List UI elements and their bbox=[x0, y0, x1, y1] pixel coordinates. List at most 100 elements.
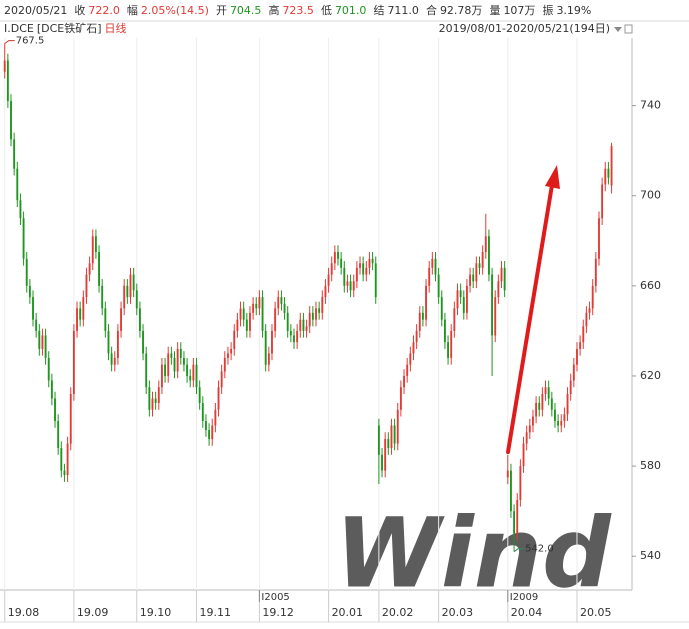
candle-body bbox=[418, 312, 421, 331]
candle-body bbox=[151, 398, 154, 410]
candle-body bbox=[76, 308, 78, 331]
candle-body bbox=[192, 364, 195, 381]
contract-label: I2009 bbox=[510, 592, 538, 603]
candle-body bbox=[10, 101, 12, 140]
candle-body bbox=[487, 236, 490, 275]
candle-body bbox=[63, 470, 66, 476]
candle-body bbox=[145, 353, 148, 388]
y-tick-label: 580 bbox=[640, 459, 661, 472]
candle-body bbox=[173, 357, 176, 372]
date-range: 2019/08/01-2020/05/21(194日) bbox=[439, 22, 610, 35]
extreme-label: 767.5 bbox=[16, 36, 45, 47]
candle-body bbox=[607, 168, 610, 178]
candle-body bbox=[513, 511, 516, 534]
quote-label: 开 bbox=[216, 4, 227, 17]
candle-body bbox=[296, 330, 299, 343]
candle-body bbox=[264, 330, 267, 365]
candle-body bbox=[566, 393, 569, 415]
x-tick-label: 19.08 bbox=[8, 606, 40, 619]
quote-label: 量 bbox=[489, 4, 500, 17]
candle-body bbox=[201, 402, 204, 422]
watermark: Wind bbox=[335, 497, 612, 609]
candle-body bbox=[233, 330, 236, 349]
candle-body bbox=[230, 348, 233, 354]
symbol-name: [DCE铁矿石] bbox=[37, 22, 102, 35]
quote-label: 合 bbox=[426, 3, 437, 17]
candle-body bbox=[189, 375, 192, 381]
candle-body bbox=[532, 416, 534, 426]
candle-body bbox=[544, 387, 547, 394]
quote-label: 结 bbox=[373, 4, 384, 17]
candle-body bbox=[415, 330, 418, 343]
candle-body bbox=[506, 470, 509, 478]
candle-body bbox=[286, 312, 289, 331]
candle-body bbox=[66, 443, 69, 476]
candle-body bbox=[393, 425, 396, 444]
candle-body bbox=[239, 308, 242, 320]
candle-body bbox=[591, 285, 594, 309]
x-tick-label: 19.12 bbox=[262, 606, 294, 619]
candle-body bbox=[377, 425, 380, 455]
candle-body bbox=[50, 380, 53, 399]
candle-body bbox=[267, 353, 270, 365]
candle-body bbox=[44, 335, 47, 358]
candle-body bbox=[120, 308, 122, 331]
x-tick-label: 20.05 bbox=[580, 606, 612, 619]
candle-body bbox=[475, 263, 478, 282]
candle-body bbox=[242, 308, 245, 320]
candle-body bbox=[472, 274, 475, 282]
candle-body bbox=[16, 168, 19, 201]
candle-body bbox=[88, 263, 91, 275]
candle-body bbox=[38, 330, 41, 349]
candle-body bbox=[431, 258, 434, 268]
extreme-label: 542.0 bbox=[525, 544, 554, 555]
symbol-line: I.DCE [DCE铁矿石] 日线 bbox=[4, 21, 127, 35]
candle-body bbox=[594, 258, 597, 286]
candle-body bbox=[123, 285, 126, 309]
y-tick-label: 540 bbox=[640, 549, 661, 562]
candle-body bbox=[450, 330, 453, 358]
candle-body bbox=[390, 425, 393, 449]
candle-body bbox=[374, 263, 377, 298]
candle-body bbox=[365, 267, 368, 275]
candle-body bbox=[126, 285, 129, 298]
candle-body bbox=[211, 425, 214, 440]
candle-body bbox=[384, 439, 387, 471]
candle-body bbox=[333, 252, 336, 264]
candle-body bbox=[421, 312, 424, 320]
candle-body bbox=[443, 319, 446, 343]
candle-body bbox=[116, 330, 119, 358]
symbol-period: 日线 bbox=[105, 21, 127, 35]
candle-body bbox=[403, 375, 405, 388]
candle-body bbox=[57, 421, 60, 449]
quote-label: 收 bbox=[74, 3, 85, 17]
candle-body bbox=[349, 281, 352, 291]
quote-value: 701.0 bbox=[335, 4, 367, 17]
y-tick-label: 660 bbox=[640, 279, 661, 292]
candle-body bbox=[217, 387, 220, 410]
candle-body bbox=[148, 387, 151, 410]
candle-body bbox=[72, 330, 75, 394]
candle-body bbox=[186, 364, 189, 376]
dropdown-icon[interactable] bbox=[614, 27, 622, 32]
candle-body bbox=[138, 308, 141, 331]
candle-body bbox=[484, 236, 487, 253]
candle-body bbox=[321, 297, 324, 313]
x-tick-label: 19.09 bbox=[77, 606, 109, 619]
candle-body bbox=[274, 308, 277, 331]
candle-body bbox=[157, 387, 160, 403]
quote-date: 2020/05/21 bbox=[4, 4, 67, 17]
candle-body bbox=[396, 409, 399, 444]
quote-value: 2.05%(14.5) bbox=[141, 4, 209, 17]
candle-body bbox=[195, 364, 198, 388]
candle-body bbox=[41, 335, 44, 349]
candle-body bbox=[271, 330, 273, 354]
candle-body bbox=[227, 353, 229, 358]
candle-body bbox=[428, 267, 431, 286]
settings-icon[interactable] bbox=[624, 24, 633, 34]
quote-value: 92.78万 bbox=[440, 4, 483, 17]
candle-body bbox=[205, 421, 207, 431]
candle-body bbox=[160, 364, 163, 388]
